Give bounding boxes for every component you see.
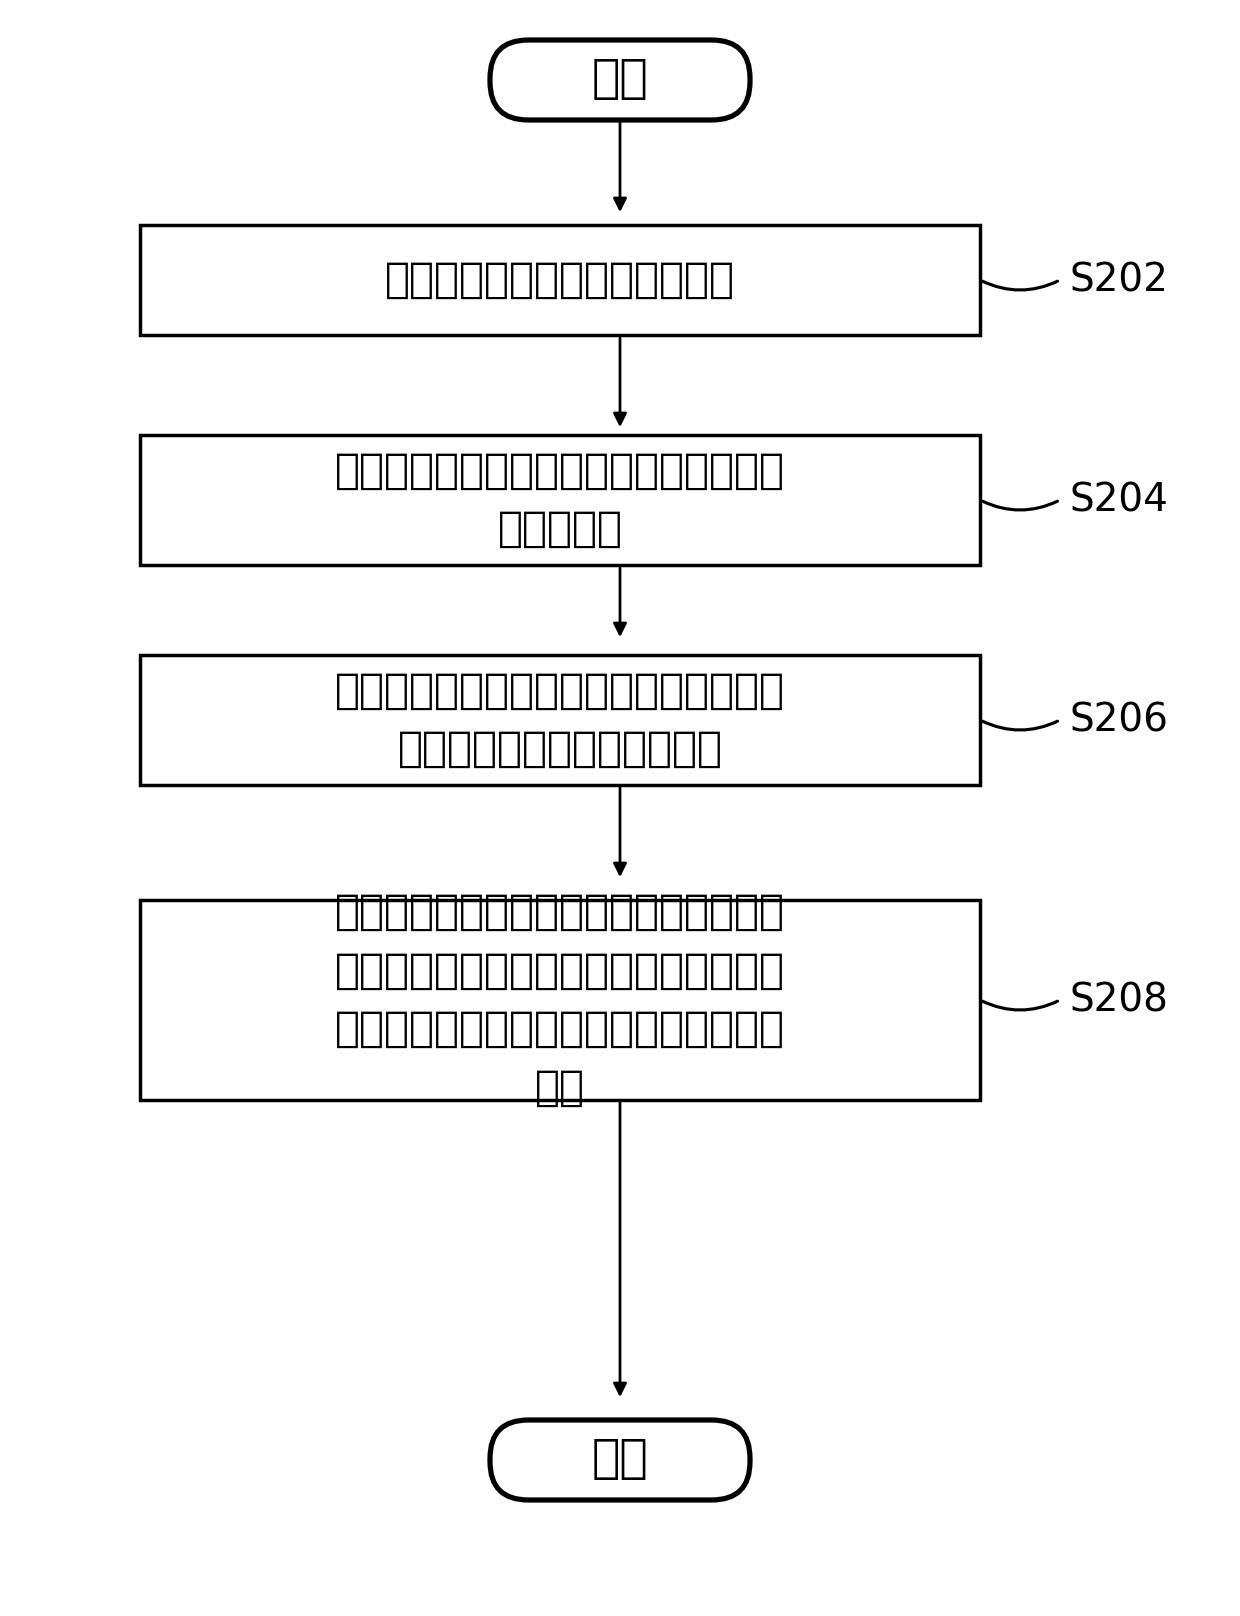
FancyBboxPatch shape <box>490 1420 750 1500</box>
Bar <box>140 654 980 785</box>
Text: S206: S206 <box>1070 701 1169 739</box>
Text: 开始: 开始 <box>591 58 649 102</box>
Text: 根据所述多个图像单元，获取目标组织在
所述超声波图像中的成像面积: 根据所述多个图像单元，获取目标组织在 所述超声波图像中的成像面积 <box>335 669 785 771</box>
Bar <box>140 225 980 335</box>
Text: 若所述目标组织的成像面积小于预设面积
阈值，则生成第一警告信息；所述第一警
告信息用于指示改变探头的位置或焦点的
位置: 若所述目标组织的成像面积小于预设面积 阈值，则生成第一警告信息；所述第一警 告信… <box>335 892 785 1109</box>
Text: 对所述超声波图像进行图像分割，得到多
个图像单元: 对所述超声波图像进行图像分割，得到多 个图像单元 <box>335 449 785 551</box>
Text: 结束: 结束 <box>591 1438 649 1482</box>
Bar <box>140 900 980 1100</box>
Text: S208: S208 <box>1070 981 1169 1020</box>
Text: S204: S204 <box>1070 482 1169 519</box>
Text: 获取待测材料对应的超声波图像: 获取待测材料对应的超声波图像 <box>384 259 735 301</box>
FancyBboxPatch shape <box>490 40 750 120</box>
Bar <box>140 435 980 566</box>
Text: S202: S202 <box>1070 262 1169 299</box>
